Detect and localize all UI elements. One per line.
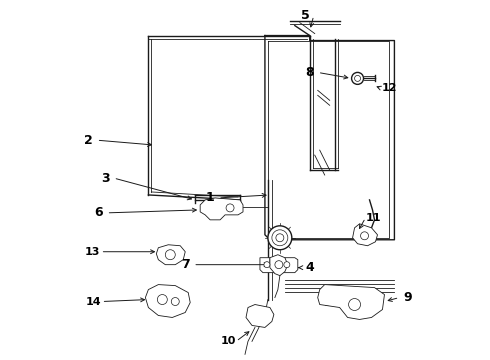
Text: 12: 12 (382, 84, 397, 93)
Circle shape (355, 75, 361, 81)
Circle shape (172, 298, 179, 306)
Circle shape (284, 262, 290, 268)
Text: 3: 3 (101, 171, 110, 185)
Text: 6: 6 (94, 206, 103, 219)
Text: 1: 1 (206, 192, 215, 204)
Text: 9: 9 (403, 291, 412, 304)
Text: 7: 7 (181, 258, 190, 271)
Polygon shape (318, 285, 385, 319)
Text: 13: 13 (85, 247, 100, 257)
Circle shape (157, 294, 167, 305)
Circle shape (352, 72, 364, 84)
Polygon shape (200, 198, 243, 220)
Polygon shape (260, 258, 298, 273)
Circle shape (276, 234, 284, 242)
Circle shape (226, 204, 234, 212)
Text: 14: 14 (86, 297, 101, 306)
Text: 8: 8 (305, 66, 314, 79)
Polygon shape (246, 305, 274, 328)
Polygon shape (156, 245, 185, 265)
Circle shape (361, 232, 368, 240)
Polygon shape (270, 255, 288, 276)
Polygon shape (146, 285, 190, 318)
Text: 5: 5 (301, 9, 310, 22)
Text: 2: 2 (84, 134, 93, 147)
Circle shape (165, 250, 175, 260)
Circle shape (348, 298, 361, 310)
Polygon shape (353, 224, 377, 246)
Text: 11: 11 (366, 213, 381, 223)
Circle shape (272, 230, 288, 246)
Text: 4: 4 (305, 261, 314, 274)
Circle shape (264, 262, 270, 268)
Circle shape (268, 226, 292, 250)
Circle shape (275, 261, 283, 269)
Text: 10: 10 (220, 336, 236, 346)
